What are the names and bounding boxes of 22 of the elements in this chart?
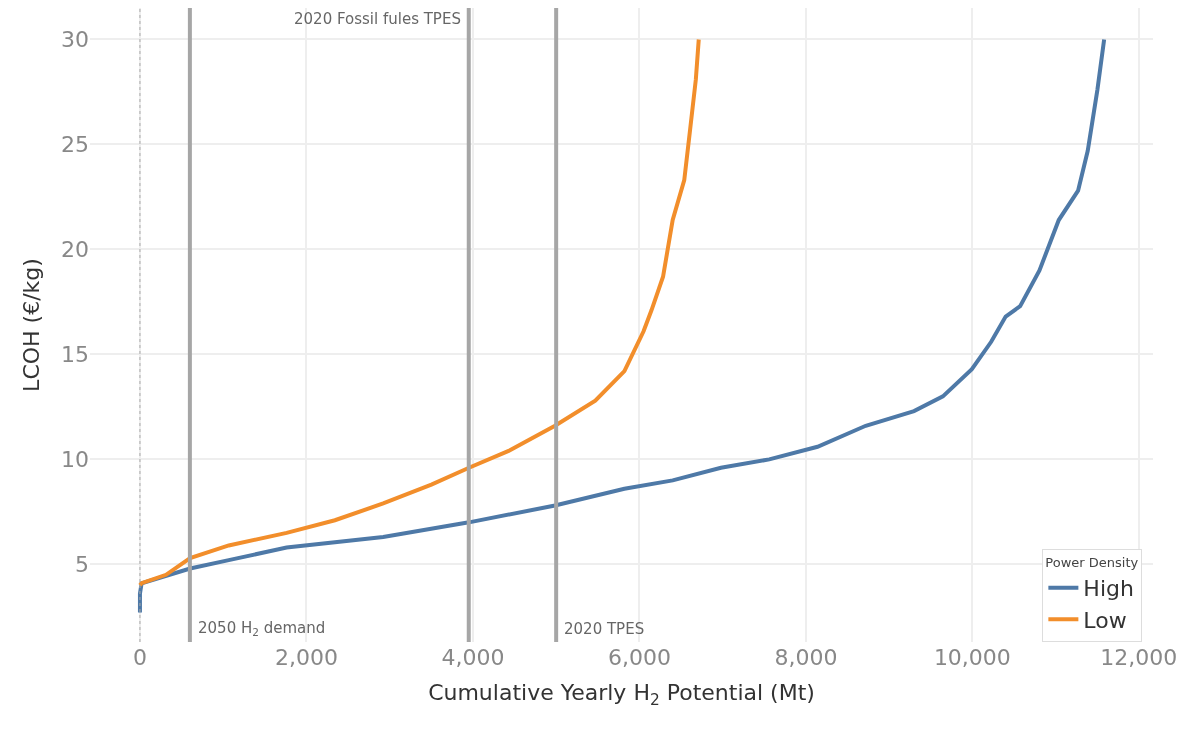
x-tick-label: 10,000 — [933, 645, 1011, 670]
ref-line-label: 2020 TPES — [564, 620, 645, 638]
legend-label: Low — [1083, 607, 1127, 633]
y-tick-label: 20 — [61, 237, 89, 263]
y-tick-label: 10 — [61, 447, 89, 473]
x-tick-label: 12,000 — [1100, 645, 1178, 670]
x-axis-title: Cumulative Yearly H$_{2}$ Potential (Mt) — [428, 679, 815, 709]
y-tick-label: 25 — [61, 132, 89, 158]
legend-label: High — [1083, 576, 1134, 602]
y-tick-label: 30 — [61, 27, 89, 53]
y-tick-label: 5 — [75, 552, 89, 578]
x-tick-label: 0 — [132, 645, 147, 670]
ref-line-label: 2050 H$_{2}$ demand — [198, 619, 326, 639]
y-axis-title: LCOH (€/kg) — [18, 258, 44, 392]
ref-line-label: 2020 Fossil fules TPES — [294, 10, 461, 28]
x-tick-label: 8,000 — [774, 645, 838, 670]
x-tick-label: 2,000 — [274, 645, 338, 670]
line-series — [137, 37, 701, 588]
x-tick-label: 4,000 — [441, 645, 505, 670]
legend-title: Power Density — [1045, 554, 1139, 570]
x-tick-label: 6,000 — [607, 645, 671, 670]
y-tick-label: 15 — [61, 342, 89, 368]
